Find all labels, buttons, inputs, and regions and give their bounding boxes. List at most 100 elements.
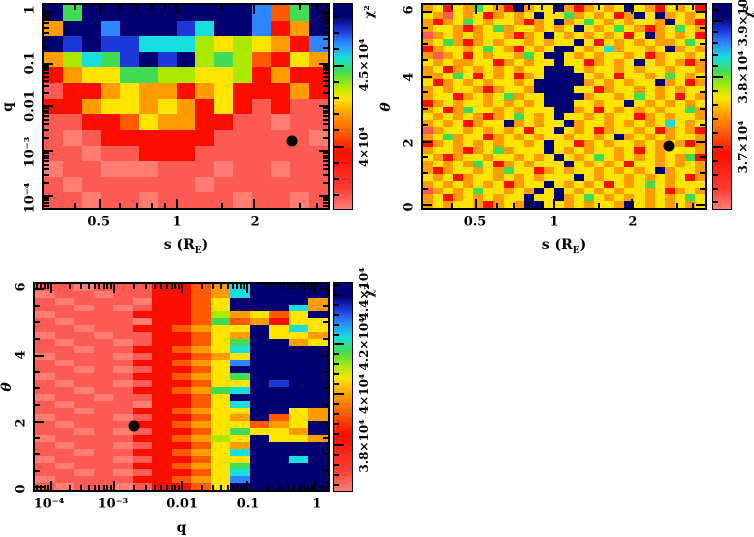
x-minor-tick: [287, 485, 289, 490]
heatmap-cell: [654, 32, 665, 39]
colorbar-tick-label: 4×10⁴: [357, 126, 371, 168]
heatmap-cell: [674, 59, 685, 66]
heatmap-cell: [574, 65, 585, 73]
heatmap-cell: [574, 194, 585, 202]
heatmap-cell: [152, 428, 172, 436]
heatmap-cell: [604, 72, 615, 80]
heatmap-cell: [584, 18, 595, 26]
heatmap-cell: [664, 59, 675, 66]
heatmap-cell: [54, 373, 75, 381]
heatmap-cell: [35, 325, 55, 333]
heatmap-cell: [230, 325, 250, 333]
heatmap-cell: [308, 366, 328, 374]
heatmap-cell: [62, 145, 82, 162]
y-major-tick: [423, 204, 432, 206]
x-axis-title: q: [176, 520, 187, 536]
heatmap-cell: [533, 65, 544, 73]
x-minor-tick: [221, 203, 223, 208]
heatmap-cell: [614, 11, 625, 19]
heatmap-cell: [614, 72, 625, 80]
heatmap-cell: [644, 187, 655, 195]
heatmap-cell: [269, 304, 289, 312]
heatmap-cell: [473, 18, 484, 26]
heatmap-cell: [113, 400, 133, 408]
heatmap-cell: [308, 400, 328, 408]
heatmap-cell: [453, 201, 464, 208]
heatmap-cell: [443, 194, 454, 202]
heatmap-cell: [210, 393, 231, 401]
heatmap-cell: [271, 114, 291, 130]
y-minor-tick: [323, 67, 328, 69]
heatmap-cell: [138, 67, 158, 84]
y-minor-tick: [323, 80, 328, 82]
heatmap-cell: [674, 52, 685, 60]
panel-s-theta-plot: [421, 3, 707, 210]
heatmap-cell: [523, 38, 534, 46]
x-minor-tick: [240, 485, 242, 490]
heatmap-cell: [503, 72, 514, 80]
x-tick-label: 1: [549, 214, 559, 230]
heatmap-cell: [433, 79, 444, 87]
heatmap-cell: [483, 38, 494, 46]
heatmap-cell: [54, 476, 75, 484]
heatmap-cell: [191, 311, 211, 319]
heatmap-cell: [433, 126, 444, 134]
heatmap-cell: [271, 98, 291, 115]
heatmap-cell: [176, 67, 196, 84]
heatmap-cell: [214, 83, 234, 99]
heatmap-cell: [523, 160, 534, 168]
heatmap-cell: [503, 5, 514, 12]
heatmap-cell: [210, 428, 231, 436]
x-minor-tick: [201, 485, 203, 490]
heatmap-cell: [553, 92, 564, 100]
heatmap-cell: [453, 120, 464, 127]
heatmap-cell: [644, 174, 655, 181]
heatmap-cell: [493, 153, 504, 161]
x-minor-tick: [136, 5, 138, 10]
y-minor-tick: [700, 172, 705, 174]
heatmap-cell: [453, 167, 464, 175]
x-minor-tick: [676, 5, 678, 10]
heatmap-cell: [171, 476, 192, 484]
heatmap-cell: [210, 366, 231, 374]
heatmap-cell: [523, 126, 534, 134]
heatmap-cell: [533, 180, 544, 188]
heatmap-cell: [288, 393, 309, 401]
heatmap-cell: [423, 99, 434, 107]
y-major-tick: [696, 141, 705, 143]
heatmap-cell: [594, 167, 605, 175]
heatmap-cell: [152, 455, 172, 463]
heatmap-cell: [433, 72, 444, 80]
y-minor-tick: [323, 22, 328, 24]
heatmap-cell: [152, 359, 172, 367]
heatmap-cell: [171, 462, 192, 470]
x-tick-label: 0.01: [166, 496, 198, 512]
heatmap-cell: [463, 180, 474, 188]
y-minor-tick: [35, 404, 40, 406]
colorbar-major-tick: [713, 146, 723, 148]
heatmap-cell: [113, 387, 133, 394]
heatmap-cell: [473, 194, 484, 202]
heatmap-cell: [513, 126, 524, 134]
heatmap-cell: [543, 113, 554, 121]
x-minor-tick: [311, 485, 313, 490]
heatmap-cell: [493, 160, 504, 168]
heatmap-cell: [473, 133, 484, 141]
heatmap-cell: [93, 400, 114, 408]
heatmap-cell: [443, 201, 454, 208]
heatmap-cell: [93, 380, 114, 387]
heatmap-cell: [473, 174, 484, 181]
heatmap-cell: [584, 79, 595, 87]
heatmap-cell: [513, 72, 524, 80]
heatmap-cell: [634, 113, 645, 121]
heatmap-cell: [553, 167, 564, 175]
heatmap-cell: [230, 311, 250, 319]
heatmap-cell: [473, 99, 484, 107]
heatmap-cell: [191, 400, 211, 408]
y-major-tick: [44, 105, 53, 107]
heatmap-cell: [543, 86, 554, 93]
x-minor-tick: [316, 203, 318, 208]
heatmap-cell: [533, 147, 544, 154]
y-minor-tick: [323, 72, 328, 74]
heatmap-cell: [132, 441, 153, 449]
